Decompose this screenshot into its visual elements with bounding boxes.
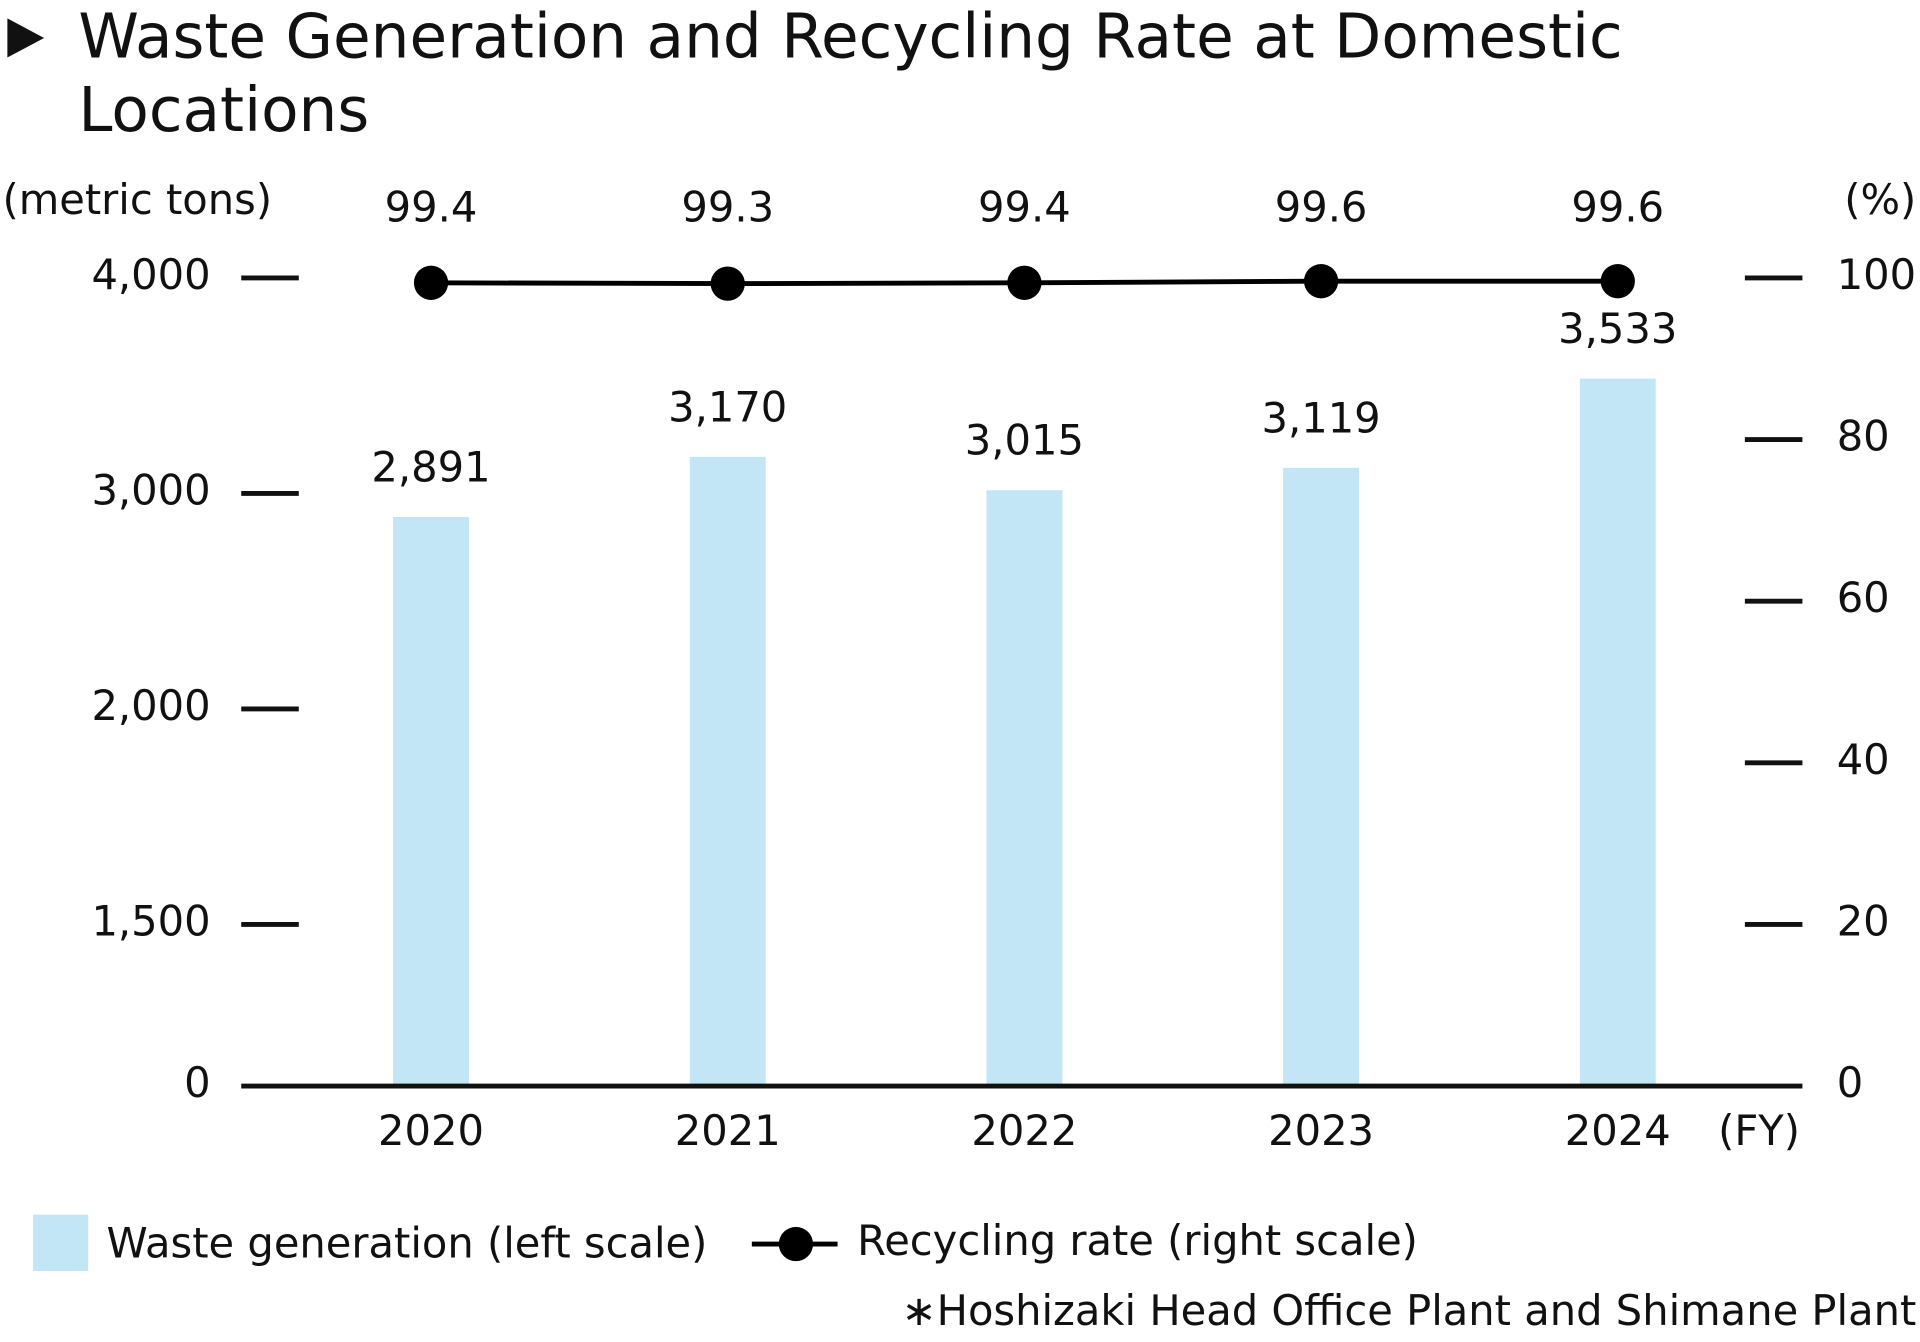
- bar: [1579, 378, 1656, 1087]
- y-tick-label: 3,000: [91, 465, 210, 514]
- bar-value-label: 3,533: [1558, 304, 1677, 353]
- x-tick-label: 2020: [378, 1106, 484, 1155]
- line-value-label: 99.6: [1275, 183, 1368, 232]
- chart-title: Waste Generation and Recycling Rate at D…: [78, 1, 1623, 146]
- bar-value-label: 3,015: [965, 416, 1084, 465]
- y-tick-label: 1,500: [91, 896, 210, 945]
- line-value-label: 99.4: [978, 183, 1071, 232]
- line-marker: [710, 266, 745, 301]
- bar: [689, 456, 766, 1087]
- y-tick-label: 0: [184, 1058, 210, 1107]
- footnote: ∗Hoshizaki Head Office Plant and Shimane…: [902, 1286, 1917, 1335]
- line-value-label: 99.3: [681, 183, 774, 232]
- y2-tick-label: 0: [1837, 1058, 1863, 1107]
- y2-tick-label: 100: [1837, 250, 1916, 299]
- legend-label: Waste generation (left scale): [107, 1218, 708, 1267]
- y2-tick-label: 20: [1837, 896, 1890, 945]
- line-marker: [1303, 264, 1339, 299]
- bar: [986, 490, 1063, 1087]
- title-box: Waste Generation and Recycling Rate at D…: [78, 1, 1623, 146]
- y-tick-label: 4,000: [91, 250, 210, 299]
- line-value-label: 99.4: [385, 183, 478, 232]
- legend-label: Recycling rate (right scale): [857, 1216, 1418, 1265]
- bar-value-label: 3,170: [668, 382, 787, 431]
- y-axis-label: (metric tons): [2, 175, 272, 224]
- x-tick-label: 2021: [675, 1106, 781, 1155]
- y-tick-label: 2,000: [91, 681, 210, 730]
- title-marker: [7, 18, 45, 58]
- bar: [1283, 467, 1360, 1087]
- bar: [393, 516, 469, 1087]
- line-marker: [1007, 265, 1042, 300]
- x-tick-label: 2023: [1268, 1106, 1374, 1155]
- y2-tick-label: 60: [1837, 573, 1890, 622]
- bar-value-label: 2,891: [371, 442, 490, 491]
- y2-axis-label: (%): [1844, 175, 1916, 224]
- bar-value-label: 3,119: [1262, 393, 1381, 442]
- x-tick-label: 2022: [971, 1106, 1077, 1155]
- y2-tick-label: 80: [1837, 412, 1890, 461]
- x-tick-label: 2024: [1565, 1106, 1671, 1155]
- line-marker: [1600, 264, 1635, 299]
- line-value-label: 99.6: [1571, 183, 1664, 232]
- y2-tick-label: 40: [1837, 735, 1890, 784]
- line-marker: [413, 265, 449, 300]
- x-axis-label: (FY): [1718, 1106, 1800, 1155]
- legend-swatch: [33, 1214, 89, 1271]
- legend-marker: [778, 1226, 814, 1262]
